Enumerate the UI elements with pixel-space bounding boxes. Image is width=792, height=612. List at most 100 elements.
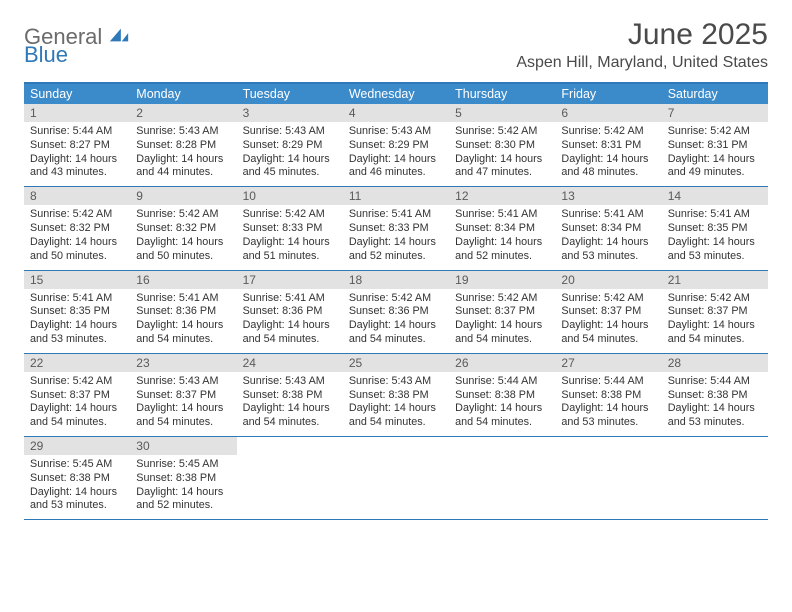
day-number: 2 [130,104,236,122]
calendar-cell: 26Sunrise: 5:44 AMSunset: 8:38 PMDayligh… [449,354,555,436]
calendar-cell: 1Sunrise: 5:44 AMSunset: 8:27 PMDaylight… [24,104,130,186]
sunrise-line: Sunrise: 5:42 AM [455,125,549,139]
calendar-cell: 7Sunrise: 5:42 AMSunset: 8:31 PMDaylight… [662,104,768,186]
day-number: 11 [343,187,449,205]
day-number: 9 [130,187,236,205]
sunset-line: Sunset: 8:32 PM [136,222,230,236]
sunset-line: Sunset: 8:37 PM [136,389,230,403]
calendar-cell: 6Sunrise: 5:42 AMSunset: 8:31 PMDaylight… [555,104,661,186]
sunset-line: Sunset: 8:37 PM [30,389,124,403]
calendar-cell: 17Sunrise: 5:41 AMSunset: 8:36 PMDayligh… [237,271,343,353]
cell-body: Sunrise: 5:44 AMSunset: 8:27 PMDaylight:… [24,122,130,186]
week-row: 15Sunrise: 5:41 AMSunset: 8:35 PMDayligh… [24,271,768,354]
week-row: 29Sunrise: 5:45 AMSunset: 8:38 PMDayligh… [24,437,768,520]
day-number: 23 [130,354,236,372]
calendar-cell: 27Sunrise: 5:44 AMSunset: 8:38 PMDayligh… [555,354,661,436]
cell-body: Sunrise: 5:45 AMSunset: 8:38 PMDaylight:… [130,455,236,519]
sunset-line: Sunset: 8:31 PM [561,139,655,153]
calendar-cell [237,437,343,519]
cell-body: Sunrise: 5:41 AMSunset: 8:36 PMDaylight:… [130,289,236,353]
dayheader-saturday: Saturday [662,84,768,104]
sunrise-line: Sunrise: 5:41 AM [668,208,762,222]
daylight-line: Daylight: 14 hours and 54 minutes. [561,319,655,347]
daylight-line: Daylight: 14 hours and 46 minutes. [349,153,443,181]
daylight-line: Daylight: 14 hours and 54 minutes. [136,319,230,347]
header: General Blue June 2025 Aspen Hill, Maryl… [24,18,768,72]
sunset-line: Sunset: 8:33 PM [243,222,337,236]
sunset-line: Sunset: 8:38 PM [136,472,230,486]
calendar-cell: 15Sunrise: 5:41 AMSunset: 8:35 PMDayligh… [24,271,130,353]
calendar-cell [662,437,768,519]
calendar-cell [449,437,555,519]
daylight-line: Daylight: 14 hours and 53 minutes. [561,236,655,264]
daylight-line: Daylight: 14 hours and 43 minutes. [30,153,124,181]
cell-body: Sunrise: 5:43 AMSunset: 8:29 PMDaylight:… [237,122,343,186]
daylight-line: Daylight: 14 hours and 53 minutes. [668,402,762,430]
daylight-line: Daylight: 14 hours and 47 minutes. [455,153,549,181]
logo-sail-icon [108,26,130,44]
cell-body: Sunrise: 5:42 AMSunset: 8:37 PMDaylight:… [555,289,661,353]
week-row: 8Sunrise: 5:42 AMSunset: 8:32 PMDaylight… [24,187,768,270]
daylight-line: Daylight: 14 hours and 48 minutes. [561,153,655,181]
day-number: 21 [662,271,768,289]
cell-body: Sunrise: 5:42 AMSunset: 8:37 PMDaylight:… [449,289,555,353]
calendar-cell: 22Sunrise: 5:42 AMSunset: 8:37 PMDayligh… [24,354,130,436]
dayheader-wednesday: Wednesday [343,84,449,104]
cell-body: Sunrise: 5:42 AMSunset: 8:36 PMDaylight:… [343,289,449,353]
calendar-cell: 10Sunrise: 5:42 AMSunset: 8:33 PMDayligh… [237,187,343,269]
sunset-line: Sunset: 8:36 PM [136,305,230,319]
day-number: 8 [24,187,130,205]
cell-body: Sunrise: 5:42 AMSunset: 8:37 PMDaylight:… [662,289,768,353]
day-number: 19 [449,271,555,289]
sunrise-line: Sunrise: 5:41 AM [349,208,443,222]
dayheader-friday: Friday [555,84,661,104]
sunset-line: Sunset: 8:29 PM [349,139,443,153]
daylight-line: Daylight: 14 hours and 53 minutes. [30,486,124,514]
sunrise-line: Sunrise: 5:44 AM [668,375,762,389]
calendar-cell: 12Sunrise: 5:41 AMSunset: 8:34 PMDayligh… [449,187,555,269]
sunrise-line: Sunrise: 5:42 AM [349,292,443,306]
day-number: 7 [662,104,768,122]
calendar-cell: 21Sunrise: 5:42 AMSunset: 8:37 PMDayligh… [662,271,768,353]
sunrise-line: Sunrise: 5:43 AM [136,125,230,139]
day-number: 26 [449,354,555,372]
day-number: 13 [555,187,661,205]
location: Aspen Hill, Maryland, United States [516,54,768,72]
daylight-line: Daylight: 14 hours and 53 minutes. [30,319,124,347]
sunset-line: Sunset: 8:38 PM [30,472,124,486]
daylight-line: Daylight: 14 hours and 52 minutes. [349,236,443,264]
calendar-cell: 28Sunrise: 5:44 AMSunset: 8:38 PMDayligh… [662,354,768,436]
calendar-cell: 4Sunrise: 5:43 AMSunset: 8:29 PMDaylight… [343,104,449,186]
calendar-cell: 23 Sunrise: 5:43 AMSunset: 8:37 PMDayligh… [130,354,236,436]
daylight-line: Daylight: 14 hours and 54 minutes. [243,319,337,347]
cell-body: Sunrise: 5:41 AMSunset: 8:36 PMDaylight:… [237,289,343,353]
calendar-cell: 18Sunrise: 5:42 AMSunset: 8:36 PMDayligh… [343,271,449,353]
day-number: 17 [237,271,343,289]
sunset-line: Sunset: 8:27 PM [30,139,124,153]
cell-body: Sunrise: 5:41 AMSunset: 8:34 PMDaylight:… [555,205,661,269]
sunset-line: Sunset: 8:32 PM [30,222,124,236]
day-number: 14 [662,187,768,205]
sunrise-line: Sunrise: 5:43 AM [136,375,230,389]
sunset-line: Sunset: 8:37 PM [561,305,655,319]
day-number: 28 [662,354,768,372]
calendar-cell: 9Sunrise: 5:42 AMSunset: 8:32 PMDaylight… [130,187,236,269]
day-number: 16 [130,271,236,289]
cell-body: Sunrise: 5:41 AMSunset: 8:35 PMDaylight:… [24,289,130,353]
daylight-line: Daylight: 14 hours and 54 minutes. [243,402,337,430]
sunrise-line: Sunrise: 5:42 AM [668,125,762,139]
sunrise-line: Sunrise: 5:42 AM [243,208,337,222]
sunrise-line: Sunrise: 5:43 AM [349,375,443,389]
day-number: 22 [24,354,130,372]
dayheader-tuesday: Tuesday [237,84,343,104]
daylight-line: Daylight: 14 hours and 44 minutes. [136,153,230,181]
daylight-line: Daylight: 14 hours and 54 minutes. [136,402,230,430]
day-number: 10 [237,187,343,205]
calendar-cell: 20Sunrise: 5:42 AMSunset: 8:37 PMDayligh… [555,271,661,353]
sunset-line: Sunset: 8:37 PM [455,305,549,319]
calendar: SundayMondayTuesdayWednesdayThursdayFrid… [24,82,768,520]
sunrise-line: Sunrise: 5:44 AM [455,375,549,389]
daylight-line: Daylight: 14 hours and 50 minutes. [136,236,230,264]
calendar-cell: 19Sunrise: 5:42 AMSunset: 8:37 PMDayligh… [449,271,555,353]
sunset-line: Sunset: 8:28 PM [136,139,230,153]
